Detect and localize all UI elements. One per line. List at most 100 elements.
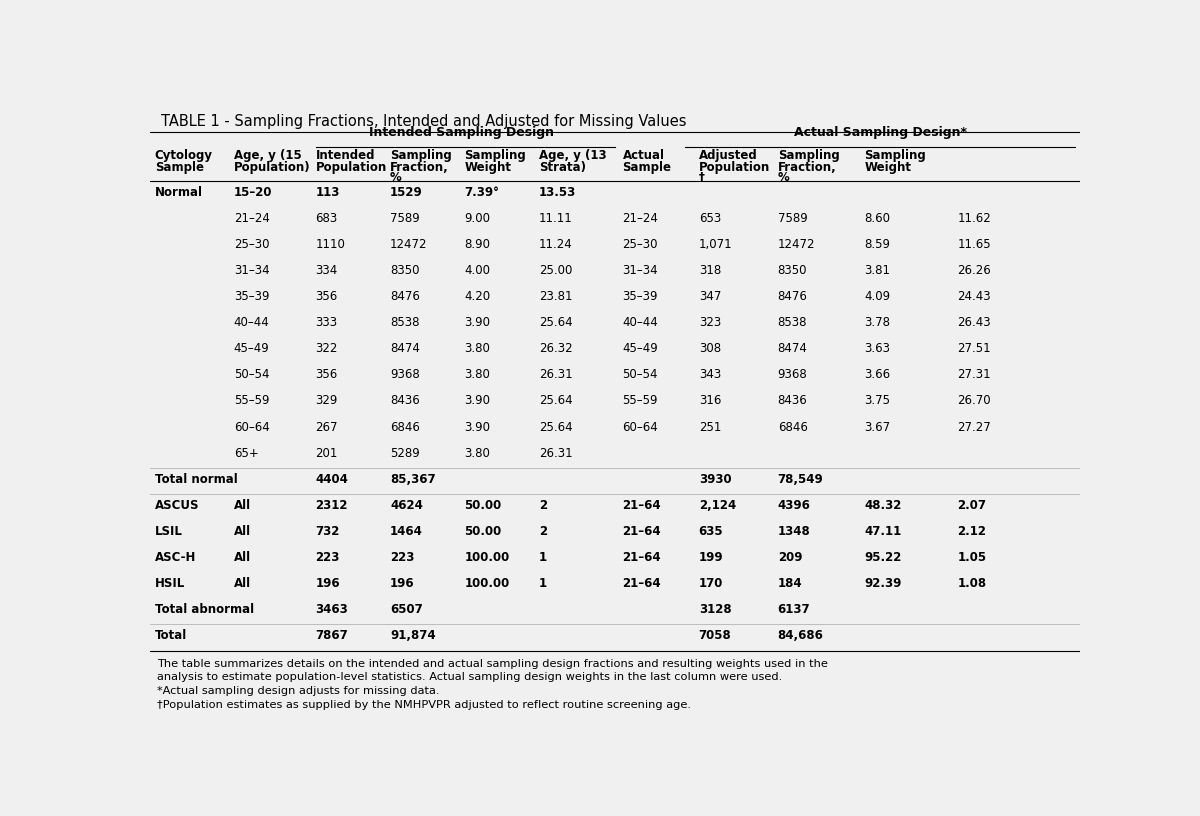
Text: 1,071: 1,071 bbox=[698, 238, 732, 251]
Text: 343: 343 bbox=[698, 368, 721, 381]
Text: 6137: 6137 bbox=[778, 603, 810, 616]
Text: The table summarizes details on the intended and actual sampling design fraction: The table summarizes details on the inte… bbox=[157, 659, 828, 710]
Text: 1464: 1464 bbox=[390, 525, 422, 538]
Text: 3.63: 3.63 bbox=[864, 343, 890, 355]
Text: 8350: 8350 bbox=[390, 264, 420, 277]
Text: 199: 199 bbox=[698, 551, 724, 564]
Text: 8538: 8538 bbox=[390, 317, 420, 330]
Text: 3.80: 3.80 bbox=[464, 446, 491, 459]
Text: 12472: 12472 bbox=[778, 238, 815, 251]
Text: 3463: 3463 bbox=[316, 603, 348, 616]
Text: 3.67: 3.67 bbox=[864, 420, 890, 433]
Text: 635: 635 bbox=[698, 525, 724, 538]
Text: †: † bbox=[698, 171, 704, 184]
Text: 26.31: 26.31 bbox=[539, 368, 572, 381]
Text: 12472: 12472 bbox=[390, 238, 427, 251]
Text: 196: 196 bbox=[316, 577, 340, 590]
Text: 11.24: 11.24 bbox=[539, 238, 572, 251]
Text: Age, y (13: Age, y (13 bbox=[539, 149, 606, 162]
Text: 184: 184 bbox=[778, 577, 803, 590]
Text: 2.12: 2.12 bbox=[958, 525, 986, 538]
Text: 356: 356 bbox=[316, 368, 337, 381]
Text: 1348: 1348 bbox=[778, 525, 810, 538]
Text: 3.80: 3.80 bbox=[464, 368, 491, 381]
Text: 11.11: 11.11 bbox=[539, 212, 572, 225]
Text: 334: 334 bbox=[316, 264, 337, 277]
Text: 21–64: 21–64 bbox=[623, 499, 661, 512]
Text: 55–59: 55–59 bbox=[234, 394, 269, 407]
Text: 40–44: 40–44 bbox=[623, 317, 658, 330]
Text: 27.31: 27.31 bbox=[958, 368, 991, 381]
Text: Sampling: Sampling bbox=[778, 149, 840, 162]
Text: TABLE 1 - Sampling Fractions, Intended and Adjusted for Missing Values: TABLE 1 - Sampling Fractions, Intended a… bbox=[161, 113, 686, 129]
Text: Weight: Weight bbox=[864, 161, 911, 174]
Text: 7589: 7589 bbox=[390, 212, 420, 225]
Text: 3.90: 3.90 bbox=[464, 317, 491, 330]
Text: 26.43: 26.43 bbox=[958, 317, 991, 330]
Text: 91,874: 91,874 bbox=[390, 629, 436, 642]
Text: 25.00: 25.00 bbox=[539, 264, 572, 277]
Text: 6846: 6846 bbox=[390, 420, 420, 433]
Text: 1110: 1110 bbox=[316, 238, 346, 251]
Text: 25.64: 25.64 bbox=[539, 394, 572, 407]
Text: Population): Population) bbox=[234, 161, 311, 174]
Text: 223: 223 bbox=[316, 551, 340, 564]
Text: Fraction,: Fraction, bbox=[390, 161, 449, 174]
Text: 3.81: 3.81 bbox=[864, 264, 890, 277]
Text: 316: 316 bbox=[698, 394, 721, 407]
Text: 323: 323 bbox=[698, 317, 721, 330]
Text: 2: 2 bbox=[539, 499, 547, 512]
Text: Actual: Actual bbox=[623, 149, 665, 162]
Text: 4.09: 4.09 bbox=[864, 290, 890, 304]
Text: Total: Total bbox=[155, 629, 187, 642]
Text: Sampling: Sampling bbox=[464, 149, 526, 162]
Text: Intended Sampling Design: Intended Sampling Design bbox=[370, 126, 554, 139]
Text: 8.90: 8.90 bbox=[464, 238, 491, 251]
Text: 3128: 3128 bbox=[698, 603, 731, 616]
Text: 6846: 6846 bbox=[778, 420, 808, 433]
Text: 84,686: 84,686 bbox=[778, 629, 823, 642]
Text: %: % bbox=[778, 171, 790, 184]
Text: Total normal: Total normal bbox=[155, 472, 238, 486]
Text: 25–30: 25–30 bbox=[234, 238, 269, 251]
Text: 25.64: 25.64 bbox=[539, 420, 572, 433]
Text: 60–64: 60–64 bbox=[623, 420, 658, 433]
Text: 7867: 7867 bbox=[316, 629, 348, 642]
Text: 25.64: 25.64 bbox=[539, 317, 572, 330]
Text: All: All bbox=[234, 551, 251, 564]
Text: 2,124: 2,124 bbox=[698, 499, 736, 512]
Text: 1.08: 1.08 bbox=[958, 577, 986, 590]
Text: 50.00: 50.00 bbox=[464, 525, 502, 538]
Text: 9368: 9368 bbox=[390, 368, 420, 381]
Text: 45–49: 45–49 bbox=[623, 343, 658, 355]
Text: 9.00: 9.00 bbox=[464, 212, 491, 225]
Text: All: All bbox=[234, 577, 251, 590]
Text: 7589: 7589 bbox=[778, 212, 808, 225]
Text: 35–39: 35–39 bbox=[234, 290, 269, 304]
Text: 1529: 1529 bbox=[390, 186, 422, 199]
Text: 2.07: 2.07 bbox=[958, 499, 986, 512]
Text: 48.32: 48.32 bbox=[864, 499, 901, 512]
Text: 267: 267 bbox=[316, 420, 338, 433]
Text: 5289: 5289 bbox=[390, 446, 420, 459]
Text: 356: 356 bbox=[316, 290, 337, 304]
Text: 322: 322 bbox=[316, 343, 338, 355]
Text: 8436: 8436 bbox=[390, 394, 420, 407]
Text: %: % bbox=[390, 171, 402, 184]
Text: Adjusted: Adjusted bbox=[698, 149, 757, 162]
Text: 4396: 4396 bbox=[778, 499, 811, 512]
Text: Weight: Weight bbox=[464, 161, 511, 174]
Text: 3.80: 3.80 bbox=[464, 343, 491, 355]
Text: 95.22: 95.22 bbox=[864, 551, 901, 564]
Text: Population: Population bbox=[698, 161, 770, 174]
Text: 7058: 7058 bbox=[698, 629, 732, 642]
Text: 35–39: 35–39 bbox=[623, 290, 658, 304]
Text: 1: 1 bbox=[539, 551, 547, 564]
Text: 31–34: 31–34 bbox=[623, 264, 658, 277]
Text: 40–44: 40–44 bbox=[234, 317, 270, 330]
Text: 60–64: 60–64 bbox=[234, 420, 270, 433]
Text: Actual Sampling Design*: Actual Sampling Design* bbox=[793, 126, 966, 139]
Text: 78,549: 78,549 bbox=[778, 472, 823, 486]
Text: 92.39: 92.39 bbox=[864, 577, 901, 590]
Text: 732: 732 bbox=[316, 525, 340, 538]
